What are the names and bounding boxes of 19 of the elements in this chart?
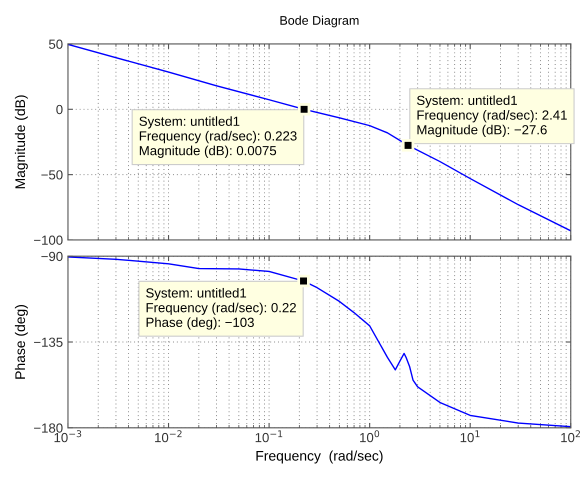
y-tick-label: −135 [34,338,63,347]
y-tick-label: 0 [56,104,63,114]
x-tick-label: 10$^{1}$ [460,430,480,442]
annotation: System: untitled1 Frequency (rad/sec): 2.41 Magnitude (dB): −27.6 [416,95,567,138]
y-axis-title: Magnitude (dB) [14,95,28,188]
annotation: System: untitled1 Frequency (rad/sec): 0.22 Phase (deg): −103 [146,288,296,330]
x-tick-label: 10$^{−2}$ [155,430,182,442]
annotation: System: untitled1 Frequency (rad/sec): 0.223 Magnitude (dB): 0.0075 [139,116,297,158]
y-tick-label: 50 [48,40,63,49]
x-tick-label: 10$^{0}$ [360,430,380,442]
x-tick-label: 10$^{−1}$ [256,430,282,442]
y-tick-label: −100 [34,236,63,245]
y-axis-title: Phase (deg) [14,305,28,379]
x-axis-title: Frequency (rad/sec) [256,450,383,464]
y-tick-label: −180 [34,423,63,433]
x-tick-label: 10$^{2}$ [561,430,580,442]
y-tick-label: −90 [41,252,63,262]
chart-title: Bode Diagram [280,16,358,28]
y-tick-label: −50 [41,170,63,180]
